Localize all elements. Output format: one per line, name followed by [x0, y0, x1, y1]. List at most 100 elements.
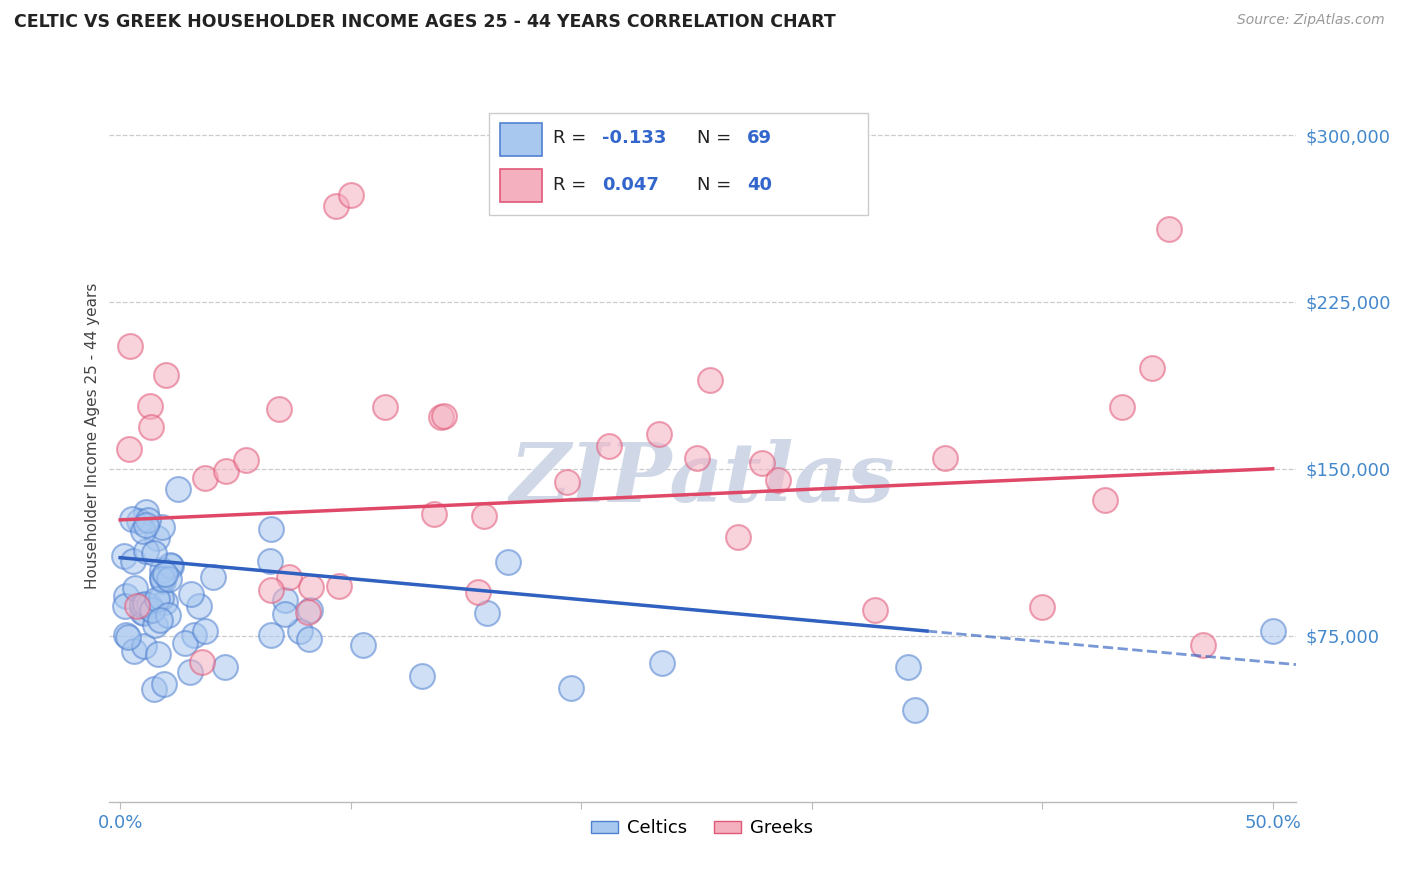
- Point: [699, 373, 721, 387]
- Point: [651, 656, 673, 670]
- Point: [180, 587, 202, 601]
- Point: [299, 580, 322, 594]
- Point: [118, 339, 141, 353]
- Point: [648, 426, 671, 441]
- Point: [122, 644, 145, 658]
- Point: [150, 570, 173, 584]
- Point: [235, 453, 257, 467]
- Point: [150, 520, 173, 534]
- Point: [167, 482, 190, 496]
- Y-axis label: Householder Income Ages 25 - 44 years: Householder Income Ages 25 - 44 years: [86, 282, 100, 589]
- Point: [299, 602, 322, 616]
- Point: [183, 627, 205, 641]
- Point: [139, 420, 162, 434]
- Point: [259, 554, 281, 568]
- Point: [131, 605, 153, 619]
- Point: [325, 199, 347, 213]
- Point: [190, 655, 212, 669]
- Point: [496, 555, 519, 569]
- Point: [127, 599, 149, 613]
- Point: [560, 681, 582, 695]
- Point: [114, 599, 136, 613]
- Point: [139, 399, 162, 413]
- Point: [150, 591, 173, 605]
- Point: [1111, 400, 1133, 414]
- Point: [201, 570, 224, 584]
- Point: [141, 603, 163, 617]
- Point: [121, 554, 143, 568]
- Point: [274, 607, 297, 621]
- Point: [1142, 360, 1164, 375]
- Point: [411, 669, 433, 683]
- Point: [128, 514, 150, 528]
- Point: [155, 368, 177, 383]
- Point: [134, 597, 156, 611]
- Point: [153, 677, 176, 691]
- Text: CELTIC VS GREEK HOUSEHOLDER INCOME AGES 25 - 44 YEARS CORRELATION CHART: CELTIC VS GREEK HOUSEHOLDER INCOME AGES …: [14, 13, 835, 31]
- Point: [1031, 599, 1053, 614]
- Point: [288, 624, 311, 639]
- Point: [260, 522, 283, 536]
- Point: [117, 631, 139, 645]
- Point: [124, 581, 146, 595]
- Point: [751, 456, 773, 470]
- Legend: Celtics, Greeks: Celtics, Greeks: [583, 812, 821, 845]
- Point: [727, 530, 749, 544]
- Point: [142, 546, 165, 560]
- Point: [686, 451, 709, 466]
- Point: [267, 401, 290, 416]
- Point: [430, 409, 453, 424]
- Point: [157, 607, 180, 622]
- Point: [422, 508, 444, 522]
- Point: [131, 598, 153, 612]
- Point: [904, 703, 927, 717]
- Point: [598, 439, 620, 453]
- Point: [278, 570, 301, 584]
- Point: [273, 593, 295, 607]
- Point: [477, 606, 499, 620]
- Point: [153, 566, 176, 581]
- Point: [150, 572, 173, 586]
- Point: [188, 599, 211, 614]
- Point: [1094, 493, 1116, 508]
- Point: [145, 531, 167, 545]
- Point: [121, 512, 143, 526]
- Point: [134, 607, 156, 621]
- Point: [159, 558, 181, 573]
- Point: [467, 584, 489, 599]
- Point: [433, 409, 456, 423]
- Point: [146, 647, 169, 661]
- Point: [141, 603, 163, 617]
- Point: [194, 471, 217, 485]
- Text: ZIPatlas: ZIPatlas: [509, 440, 896, 519]
- Point: [132, 524, 155, 538]
- Point: [260, 582, 283, 597]
- Point: [766, 473, 789, 487]
- Point: [143, 618, 166, 632]
- Point: [179, 665, 201, 679]
- Point: [134, 639, 156, 653]
- Point: [374, 400, 396, 414]
- Point: [194, 624, 217, 639]
- Point: [555, 475, 578, 489]
- Point: [214, 659, 236, 673]
- Point: [143, 682, 166, 697]
- Point: [1192, 638, 1215, 652]
- Point: [114, 590, 136, 604]
- Point: [260, 628, 283, 642]
- Point: [150, 563, 173, 577]
- Point: [1157, 221, 1180, 235]
- Point: [472, 508, 495, 523]
- Point: [352, 638, 374, 652]
- Point: [214, 464, 236, 478]
- Point: [328, 578, 350, 592]
- Text: Source: ZipAtlas.com: Source: ZipAtlas.com: [1237, 13, 1385, 28]
- Point: [298, 632, 321, 647]
- Point: [138, 598, 160, 612]
- Point: [135, 505, 157, 519]
- Point: [136, 513, 159, 527]
- Point: [135, 518, 157, 533]
- Point: [1261, 624, 1284, 638]
- Point: [118, 442, 141, 456]
- Point: [173, 635, 195, 649]
